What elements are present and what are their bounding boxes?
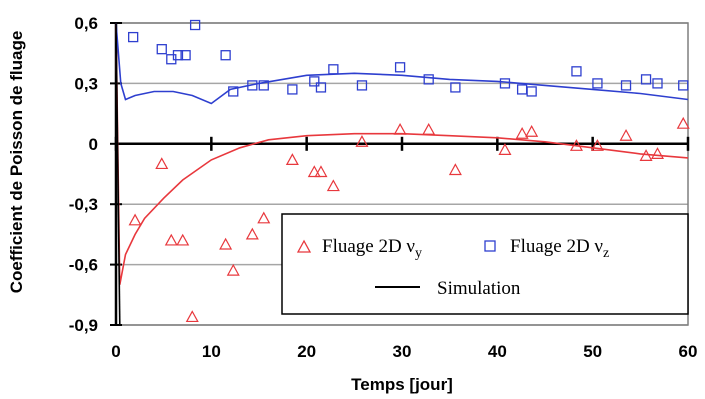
series-1-point-13 — [328, 64, 339, 75]
series-0-point-15 — [422, 122, 436, 135]
x-tick-label-2: 20 — [297, 342, 316, 361]
series-1-point-17 — [450, 82, 461, 93]
series-0-point-17 — [498, 143, 512, 155]
series-0-point-0 — [128, 213, 142, 226]
series-0-point-9 — [285, 153, 299, 166]
legend-entry-nu-z-subscript: z — [603, 246, 609, 261]
legend-entry-nu-z-name: Fluage 2D ν — [510, 236, 603, 257]
series-0-point-19 — [525, 124, 539, 137]
x-tick-label-0: 0 — [111, 342, 120, 361]
x-tick-label-1: 10 — [202, 342, 221, 361]
series-1-point-4 — [180, 50, 191, 61]
series-1-point-1 — [156, 44, 167, 55]
y-tick-label-1: 0,3 — [74, 74, 98, 93]
legend-square-marker — [484, 240, 496, 252]
data-markers — [128, 19, 690, 323]
legend-entry-nu-y-subscript: y — [415, 246, 422, 261]
series-1-point-25 — [652, 78, 663, 89]
series-1-point-11 — [309, 76, 320, 87]
series-0-point-14 — [393, 122, 407, 135]
series-0-point-4 — [185, 310, 199, 323]
series-0-point-3 — [176, 233, 190, 246]
legend-box — [281, 213, 689, 315]
series-1-point-21 — [571, 66, 582, 77]
series-1-point-23 — [620, 80, 632, 91]
series-0-point-8 — [257, 211, 271, 224]
series-1-point-19 — [516, 84, 528, 95]
series-3-line — [115, 22, 689, 285]
series-0-point-11 — [314, 165, 328, 178]
x-tick-label-4: 40 — [488, 342, 507, 361]
series-0-point-6 — [226, 263, 240, 276]
series-1-point-0 — [128, 31, 139, 43]
series-0-point-2 — [164, 233, 178, 246]
legend-entry-nu-y-name: Fluage 2D ν — [322, 236, 415, 257]
series-0-point-13 — [355, 135, 369, 147]
series-0-point-25 — [676, 116, 690, 129]
series-0-point-22 — [619, 129, 633, 141]
legend-entry-nu-y: Fluage 2D νy — [322, 236, 422, 261]
series-1-point-14 — [356, 80, 368, 91]
x-tick-label-5: 50 — [583, 342, 602, 361]
series-1-point-9 — [258, 80, 269, 91]
x-tick-label-3: 30 — [393, 342, 412, 361]
x-tick-label-6: 60 — [679, 342, 698, 361]
series-5-line — [115, 22, 121, 326]
series-1-point-6 — [220, 50, 231, 61]
series-1-point-7 — [228, 86, 239, 97]
series-1-point-10 — [287, 84, 298, 95]
series-1-point-15 — [394, 62, 406, 73]
series-0-point-5 — [219, 237, 233, 250]
series-1-point-3 — [172, 50, 184, 61]
series-0-point-24 — [650, 147, 665, 159]
series-0-point-21 — [590, 139, 604, 151]
series-1-point-26 — [678, 80, 689, 91]
series-0-point-7 — [245, 227, 259, 240]
series-0-point-23 — [639, 149, 653, 161]
series-0-point-12 — [326, 179, 340, 192]
legend-triangle-marker — [296, 239, 312, 253]
series-0-point-1 — [155, 157, 169, 170]
series-1-point-16 — [423, 74, 434, 85]
tick-labels: 0,6 0,3 0 -0,3 -0,6 -0,9 0 10 20 30 40 50 60 — [69, 14, 698, 361]
x-axis-title: Temps [jour] — [351, 375, 453, 394]
y-axis-title: Coefficient de Poisson de fluage — [7, 31, 26, 294]
series-0-point-10 — [307, 165, 321, 178]
legend-entry-simulation: Simulation — [437, 278, 521, 299]
series-1-point-12 — [315, 82, 327, 93]
series-1-point-5 — [189, 19, 201, 31]
series-0-point-20 — [569, 139, 583, 151]
series-0-point-18 — [515, 126, 529, 139]
series-1-point-20 — [526, 86, 537, 97]
legend: Fluage 2D νy Fluage 2D νz Simulation — [281, 213, 689, 315]
series-0-point-16 — [448, 163, 462, 176]
series-1-point-22 — [592, 78, 603, 89]
y-tick-label-4: -0,6 — [69, 256, 98, 275]
series-1-point-18 — [499, 78, 511, 89]
series-1-point-24 — [640, 74, 652, 85]
y-tick-label-0: 0,6 — [74, 14, 98, 33]
series-1-point-8 — [247, 80, 258, 91]
legend-entry-nu-z: Fluage 2D νz — [510, 236, 609, 261]
y-tick-label-2: 0 — [89, 135, 98, 154]
y-tick-label-5: -0,9 — [69, 316, 98, 335]
y-tick-label-3: -0,3 — [69, 195, 98, 214]
